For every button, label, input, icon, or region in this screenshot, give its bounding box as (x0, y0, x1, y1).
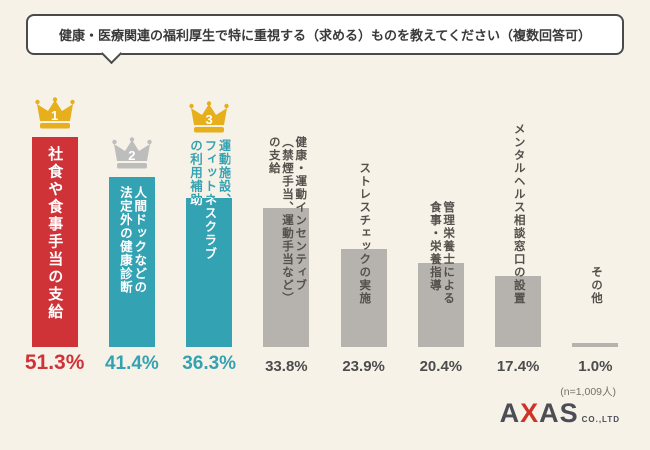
crown-rank-2-icon: 2 (112, 137, 152, 175)
logo-letter-x: X (520, 398, 540, 428)
crown-icon (189, 101, 229, 133)
bar (340, 249, 387, 347)
bar-label: 管理栄養士による 食事・栄養指導 (428, 201, 455, 305)
value-label: 33.8% (265, 358, 308, 375)
bar-label: メンタルヘルス相談窓口の設置 (512, 123, 525, 305)
chart-column-3: 3 運動施設、 フィットネスクラブ の利用補助 36.3% (171, 65, 248, 377)
bar (572, 342, 619, 347)
value-label: 17.4% (496, 358, 540, 375)
bar-label: 健康・運動インセンティブ （禁煙手当、運動手当など） の支給 (267, 136, 307, 305)
value-label: 36.3% (182, 353, 237, 374)
logo-letter-a1: A (499, 398, 521, 428)
crown-rank-1-icon: 1 (34, 96, 75, 135)
bar-label: 人間ドックなどの 法定外の健康診断 (117, 186, 147, 295)
chart-column-1: 1 社食や食事手当の支給 51.3% (16, 65, 93, 377)
bar-label: ストレスチェックの実施 (358, 162, 371, 305)
chart-column-7: メンタルヘルス相談窓口の設置 17.4% (480, 65, 557, 377)
rank-number: 1 (51, 107, 59, 123)
survey-question: 健康・医療関連の福利厚生で特に重視する（求める）ものを教えてください（複数回答可… (59, 28, 591, 43)
rank-number: 2 (128, 148, 136, 164)
bar-chart: 1 社食や食事手当の支給 51.3% 2 人間ドックなどの 法定外の健康診断 (0, 65, 650, 377)
bar (417, 263, 464, 347)
value-label: 41.4% (104, 353, 159, 374)
crown-rank-3-icon: 3 (189, 101, 229, 139)
sample-size-note: (n=1,009人) (560, 386, 616, 398)
value-label: 23.9% (342, 358, 385, 375)
chart-column-8: その他 1.0% (557, 65, 634, 377)
chart-column-2: 2 人間ドックなどの 法定外の健康診断 41.4% (93, 65, 170, 377)
bar: 人間ドックなどの 法定外の健康診断 (108, 177, 155, 347)
logo-letter-s: S (559, 398, 579, 428)
rank-number: 3 (205, 112, 213, 127)
logo-letter-a2: A (539, 398, 560, 428)
bar-label: その他 (589, 266, 602, 305)
chart-column-6: 管理栄養士による 食事・栄養指導 20.4% (402, 65, 479, 377)
bar-label: 社食や食事手当の支給 (46, 145, 64, 321)
value-label: 20.4% (419, 358, 463, 375)
bar (186, 198, 233, 347)
survey-question-box: 健康・医療関連の福利厚生で特に重視する（求める）ものを教えてください（複数回答可… (26, 14, 624, 65)
crown-icon (112, 137, 152, 169)
bar (495, 275, 542, 347)
bar-label: 運動施設、 フィットネスクラブ の利用補助 (187, 139, 231, 261)
crown-icon (34, 96, 75, 129)
logo-subtext: CO.,LTD (581, 415, 620, 424)
speech-bubble-tail (100, 42, 123, 65)
bar: 社食や食事手当の支給 (31, 136, 78, 347)
chart-column-4: 健康・運動インセンティブ （禁煙手当、運動手当など） の支給 33.8% (248, 65, 325, 377)
value-label: 51.3% (24, 351, 85, 374)
bar (263, 208, 310, 347)
chart-column-5: ストレスチェックの実施 23.9% (325, 65, 402, 377)
value-label: 1.0% (578, 358, 613, 375)
axas-logo: AXAS CO.,LTD (500, 400, 620, 427)
